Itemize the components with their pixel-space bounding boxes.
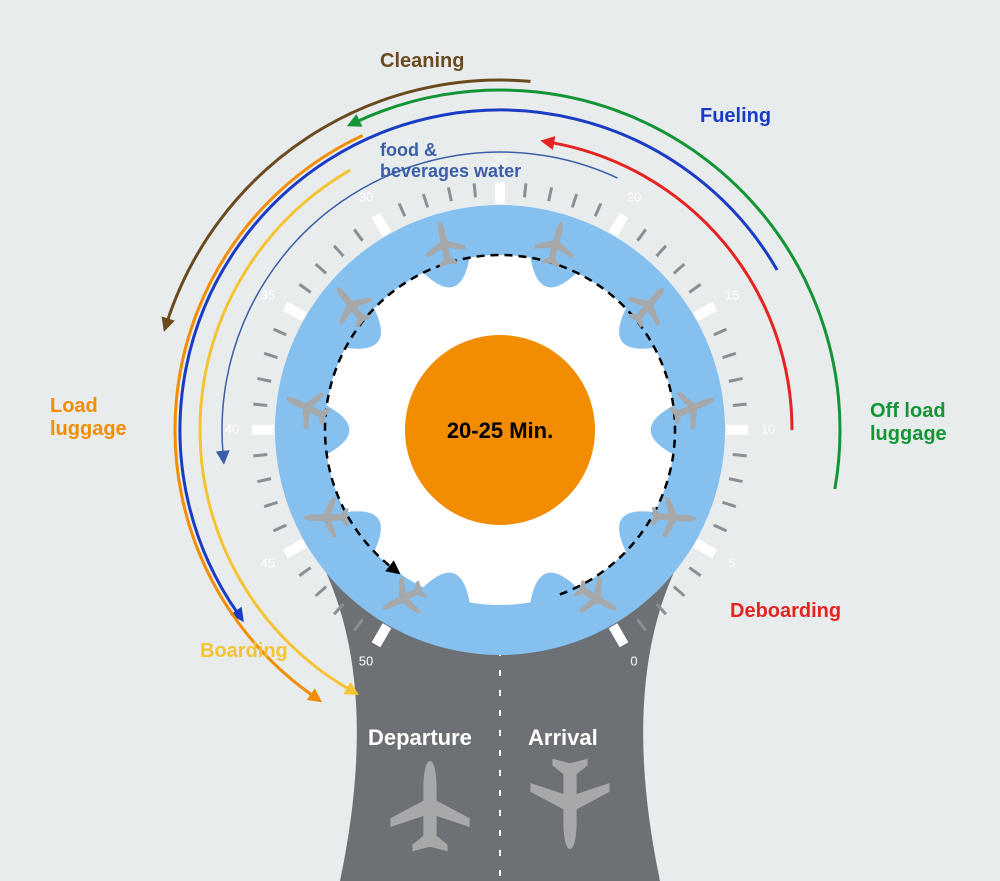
tick-minor xyxy=(257,479,271,482)
tick-label: 50 xyxy=(359,654,373,669)
tick-minor xyxy=(474,183,475,197)
tick-minor xyxy=(729,479,743,482)
label-deboarding: Deboarding xyxy=(730,600,841,623)
tick-minor xyxy=(733,404,747,405)
tick-minor xyxy=(273,329,286,335)
label-cleaning: Cleaning xyxy=(380,50,464,73)
tick-minor xyxy=(549,187,552,201)
tick-label: 5 xyxy=(728,555,735,570)
label-fueling: Fueling xyxy=(700,105,771,128)
tick-major xyxy=(613,215,624,234)
tick-minor xyxy=(723,502,736,506)
tick-label: 35 xyxy=(261,287,275,302)
center-time-label: 20-25 Min. xyxy=(430,418,570,443)
tick-minor xyxy=(273,525,286,531)
tick-minor xyxy=(714,329,727,335)
label-offload: Off load luggage xyxy=(870,400,947,446)
tick-minor xyxy=(595,203,601,216)
tick-label: 45 xyxy=(261,555,275,570)
tick-minor xyxy=(299,568,310,576)
runway-arrival-label: Arrival xyxy=(528,725,598,750)
tick-label: 0 xyxy=(630,654,637,669)
tick-label: 30 xyxy=(359,189,373,204)
tick-label: 10 xyxy=(761,421,775,436)
tick-minor xyxy=(572,194,576,207)
tick-label: 15 xyxy=(725,287,739,302)
tick-minor xyxy=(674,587,684,596)
tick-minor xyxy=(729,378,743,381)
label-food: food & beverages water xyxy=(380,140,521,181)
tick-major xyxy=(376,215,387,234)
tick-minor xyxy=(264,353,277,357)
tick-minor xyxy=(723,353,736,357)
tick-minor xyxy=(524,183,525,197)
tick-major xyxy=(285,306,304,317)
tick-minor xyxy=(399,203,405,216)
tick-minor xyxy=(316,264,326,273)
label-boarding: Boarding xyxy=(200,640,288,663)
tick-label: 20 xyxy=(627,189,641,204)
tick-minor xyxy=(733,454,747,455)
tick-minor xyxy=(253,404,267,405)
tick-minor xyxy=(253,454,267,455)
tick-major xyxy=(696,543,715,554)
tick-minor xyxy=(638,229,646,240)
tick-minor xyxy=(257,378,271,381)
runway-departure-label: Departure xyxy=(368,725,472,750)
tick-minor xyxy=(316,587,326,596)
tick-minor xyxy=(689,284,700,292)
tick-minor xyxy=(714,525,727,531)
tick-minor xyxy=(264,502,277,506)
tick-minor xyxy=(657,246,666,256)
tick-minor xyxy=(448,187,451,201)
tick-minor xyxy=(423,194,427,207)
tick-minor xyxy=(674,264,684,273)
label-loadluggage: Load luggage xyxy=(50,395,127,441)
tick-label: 40 xyxy=(225,421,239,436)
tick-minor xyxy=(334,246,343,256)
tick-major xyxy=(285,543,304,554)
tick-major xyxy=(696,306,715,317)
tick-minor xyxy=(354,229,362,240)
tick-minor xyxy=(299,284,310,292)
tick-minor xyxy=(689,568,700,576)
